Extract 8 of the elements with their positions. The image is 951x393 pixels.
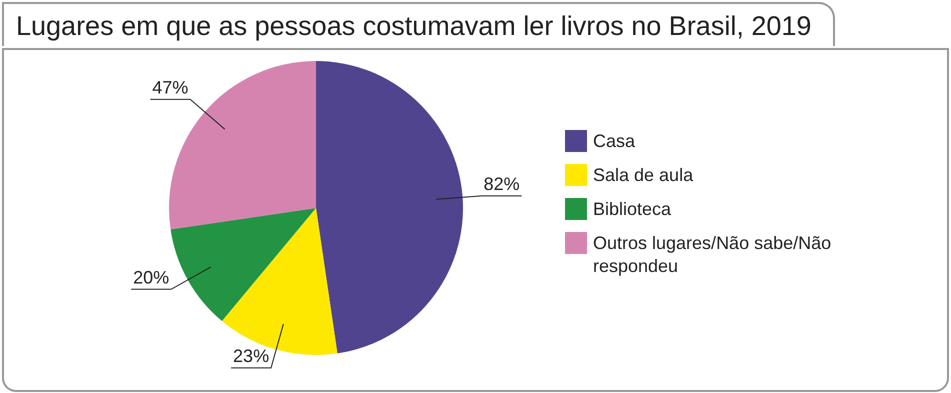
data-label: 82% [484,174,520,194]
category-label: Outros lugares/Não sabe/Não respondeu [593,233,832,276]
legend-label: Biblioteca [593,198,672,221]
data-label: 20% [133,267,170,288]
data-label: 23% [233,346,270,366]
legend-label: Casa [593,130,636,153]
legend-label: Sala de aula [593,164,694,187]
data-label: 47% [152,77,188,98]
